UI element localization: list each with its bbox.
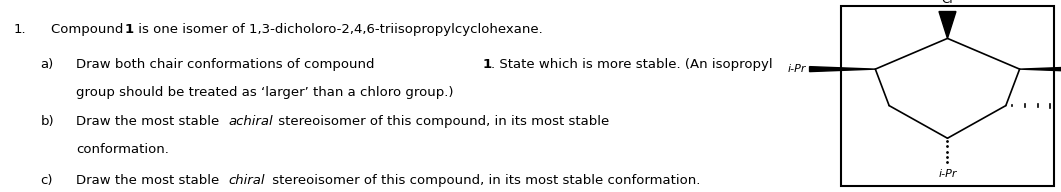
Text: conformation.: conformation. <box>76 143 170 156</box>
Text: 1: 1 <box>124 23 134 36</box>
Polygon shape <box>1020 67 1061 72</box>
Bar <box>841 6 1054 186</box>
Polygon shape <box>939 12 956 38</box>
Text: b): b) <box>40 115 54 128</box>
Text: Draw the most stable: Draw the most stable <box>76 115 224 128</box>
Text: 1: 1 <box>483 58 492 71</box>
Text: stereoisomer of this compound, in its most stable conformation.: stereoisomer of this compound, in its mo… <box>268 174 701 187</box>
Text: a): a) <box>40 58 53 71</box>
Text: c): c) <box>40 174 53 187</box>
Text: . State which is more stable. (An isopropyl: . State which is more stable. (An isopro… <box>491 58 772 71</box>
Text: achiral: achiral <box>228 115 273 128</box>
Text: i-Pr: i-Pr <box>788 64 806 74</box>
Text: group should be treated as ‘larger’ than a chloro group.): group should be treated as ‘larger’ than… <box>76 86 454 99</box>
Text: is one isomer of 1,3-dicholoro-2,4,6-triisopropylcyclohexane.: is one isomer of 1,3-dicholoro-2,4,6-tri… <box>134 23 542 36</box>
Polygon shape <box>810 67 875 72</box>
Text: stereoisomer of this compound, in its most stable: stereoisomer of this compound, in its mo… <box>274 115 609 128</box>
Text: Draw the most stable: Draw the most stable <box>76 174 224 187</box>
Text: Draw both chair conformations of compound: Draw both chair conformations of compoun… <box>76 58 379 71</box>
Text: 1.: 1. <box>14 23 27 36</box>
Text: Cl: Cl <box>942 0 953 6</box>
Text: chiral: chiral <box>228 174 264 187</box>
Text: Compound: Compound <box>51 23 127 36</box>
Text: i-Pr: i-Pr <box>938 169 957 179</box>
